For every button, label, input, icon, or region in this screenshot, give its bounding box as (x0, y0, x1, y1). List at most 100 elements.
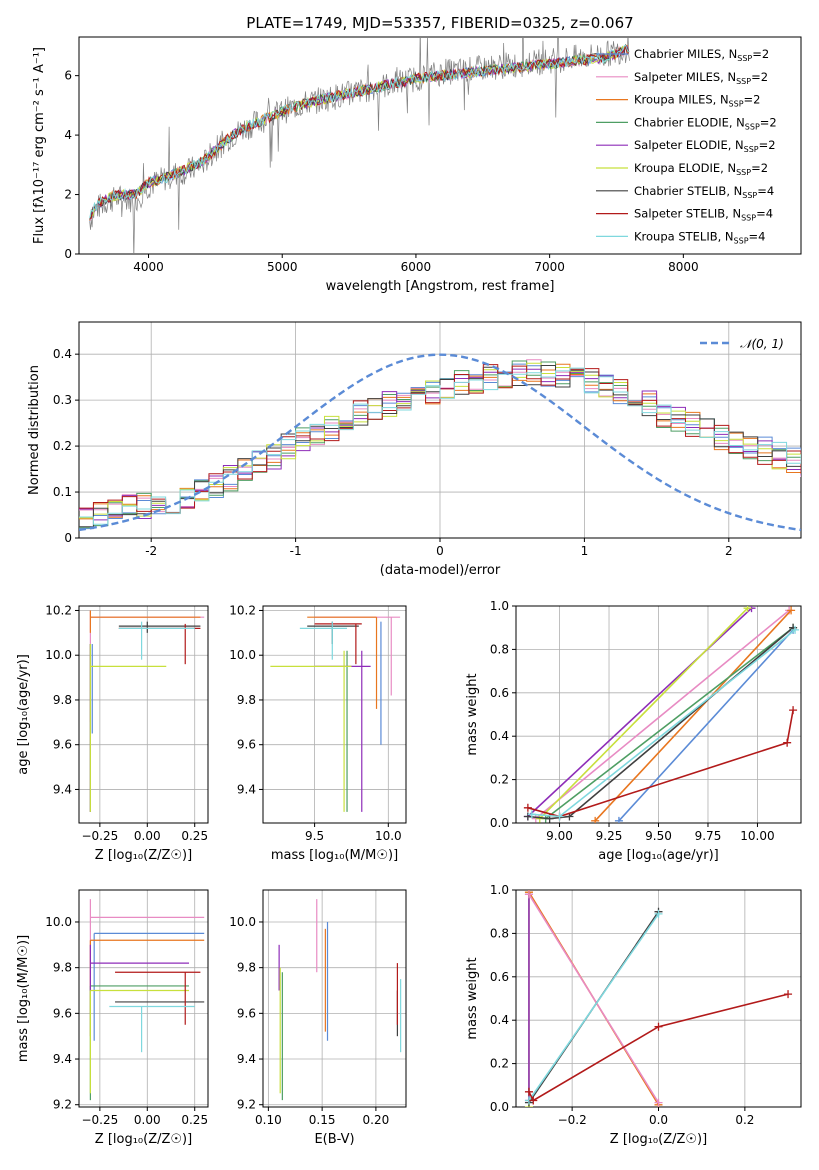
x-tick-label: 9.25 (596, 829, 623, 843)
y-tick-label: 0.2 (53, 439, 72, 453)
weight-line (535, 609, 790, 820)
model-spectrum-line (89, 44, 630, 219)
axes-frame (78, 605, 209, 824)
y-tick-label: 6 (64, 69, 72, 83)
weight-marker (784, 990, 793, 999)
legend-subscript: SSP (745, 122, 760, 131)
axes-mass-vs-Z: −0.25 0.00 0.25 9.2 9.4 9.6 9.8 10.0 Z [log₁₀(Z/… (16, 889, 209, 1147)
legend-subscript: SSP (729, 100, 744, 109)
x-axis-label: Z [log₁₀(Z/Z☉)] (95, 848, 192, 863)
weight-marker (524, 1087, 533, 1096)
x-tick-label: -2 (145, 544, 157, 558)
y-tick-label: 0.2 (490, 1057, 509, 1071)
weight-line (539, 607, 749, 820)
axes-mass-vs-EBV: 0.10 0.15 0.20 9.2 9.4 9.6 9.8 10.0 E(B-V) (229, 889, 407, 1147)
x-tick-label: 0.2 (735, 1113, 754, 1127)
legend-entry: Kroupa ELODIE, NSSP=2 (634, 161, 768, 177)
x-tick-label: 1 (581, 544, 589, 558)
legend-subscript: SSP (736, 168, 751, 177)
legend-entry: Chabrier STELIB, NSSP=4 (634, 184, 774, 200)
legend-count: =2 (744, 93, 761, 107)
y-tick-label: 9.4 (53, 1052, 72, 1066)
y-tick-label: 9.8 (53, 693, 72, 707)
legend-subscript: SSP (744, 145, 759, 154)
model-spectrum-line (89, 44, 630, 220)
legend-subscript: SSP (734, 236, 749, 245)
y-tick-label: 0.6 (490, 970, 509, 984)
weight-line (528, 993, 789, 1102)
legend-entry: Salpeter ELODIE, NSSP=2 (634, 138, 776, 154)
weight-marker (527, 810, 536, 819)
legend-count: =2 (759, 138, 776, 152)
axes-spectrum: 4000 5000 6000 7000 8000 0 2 4 6 wavelength [Angs… (32, 36, 802, 294)
model-spectrum-line (89, 43, 630, 220)
legend: Chabrier MILES, NSSP=2 Salpeter MILES, NS… (596, 47, 777, 245)
plot-area (524, 890, 793, 1107)
x-tick-label: 9.75 (695, 829, 722, 843)
plot-area (523, 606, 800, 823)
legend-subscript: SSP (737, 54, 752, 63)
y-tick-label: 10.2 (229, 603, 256, 617)
x-tick-label: -1 (290, 544, 302, 558)
x-axis-label: (data-model)/error (380, 563, 501, 578)
x-tick-label: 9.5 (305, 829, 324, 843)
y-tick-label: 9.4 (237, 782, 256, 796)
y-tick-label: 9.2 (53, 1098, 72, 1112)
x-tick-label: 9.50 (645, 829, 672, 843)
y-tick-label: 0.6 (490, 686, 509, 700)
y-tick-label: 1.0 (490, 599, 509, 613)
legend-entry: Chabrier MILES, NSSP=2 (634, 47, 769, 63)
weight-line (528, 913, 660, 1101)
y-tick-label: 0.4 (53, 347, 72, 361)
y-axis-label: Normed distribution (27, 365, 42, 495)
weight-marker (654, 909, 663, 918)
model-spectrum-line (89, 45, 630, 220)
y-tick-label: 0.2 (490, 773, 509, 787)
plot-area (278, 899, 402, 1101)
model-spectrum-line (89, 44, 629, 221)
y-tick-label: 10.0 (229, 915, 256, 929)
weight-marker (614, 816, 623, 823)
legend-entry: Salpeter MILES, NSSP=2 (634, 70, 768, 86)
y-tick-label: 0.3 (53, 393, 72, 407)
legend-subscript: SSP (736, 77, 751, 86)
legend-entry: 𝒩(0, 1) (740, 337, 784, 351)
y-tick-label: 10.0 (45, 915, 72, 929)
gaussian-curve (79, 353, 801, 532)
x-tick-label: 7000 (534, 260, 565, 274)
y-tick-label: 0.4 (490, 729, 509, 743)
weight-marker (789, 706, 798, 715)
legend-entry: Salpeter STELIB, NSSP=4 (634, 207, 773, 223)
weight-marker (743, 606, 752, 613)
y-tick-label: 9.8 (237, 693, 256, 707)
x-tick-label: −0.25 (81, 1113, 118, 1127)
weight-line (527, 710, 794, 818)
weight-line (618, 629, 794, 822)
y-tick-label: 9.8 (53, 961, 72, 975)
y-tick-label: 0 (64, 247, 72, 261)
legend-entry: Kroupa STELIB, NSSP=4 (634, 229, 765, 245)
weight-marker (791, 625, 800, 634)
weight-line (545, 627, 794, 820)
x-tick-label: −0.25 (81, 829, 118, 843)
weight-line (594, 609, 792, 822)
x-axis-label: Z [log₁₀(Z/Z☉)] (95, 1132, 192, 1147)
plot-area (270, 616, 401, 812)
x-tick-label: 2 (725, 544, 733, 558)
legend-entry: Chabrier ELODIE, NSSP=2 (634, 115, 777, 131)
x-tick-label: 0.25 (181, 829, 208, 843)
axes-frame (78, 36, 802, 255)
legend-count: =4 (756, 207, 773, 221)
y-tick-label: 9.2 (237, 1098, 256, 1112)
y-axis-label: Flux [fλ10⁻¹⁷ erg cm⁻² s⁻¹ A⁻¹] (32, 47, 47, 244)
axes-frame (262, 889, 407, 1108)
plot-area (79, 353, 801, 532)
x-tick-label: −0.2 (558, 1113, 587, 1127)
y-tick-label: 2 (64, 188, 72, 202)
y-tick-label: 10.2 (45, 603, 72, 617)
y-tick-label: 9.6 (237, 738, 256, 752)
weight-marker (555, 812, 564, 821)
data-spectrum-line (89, 37, 630, 254)
legend-count: =2 (760, 115, 777, 129)
